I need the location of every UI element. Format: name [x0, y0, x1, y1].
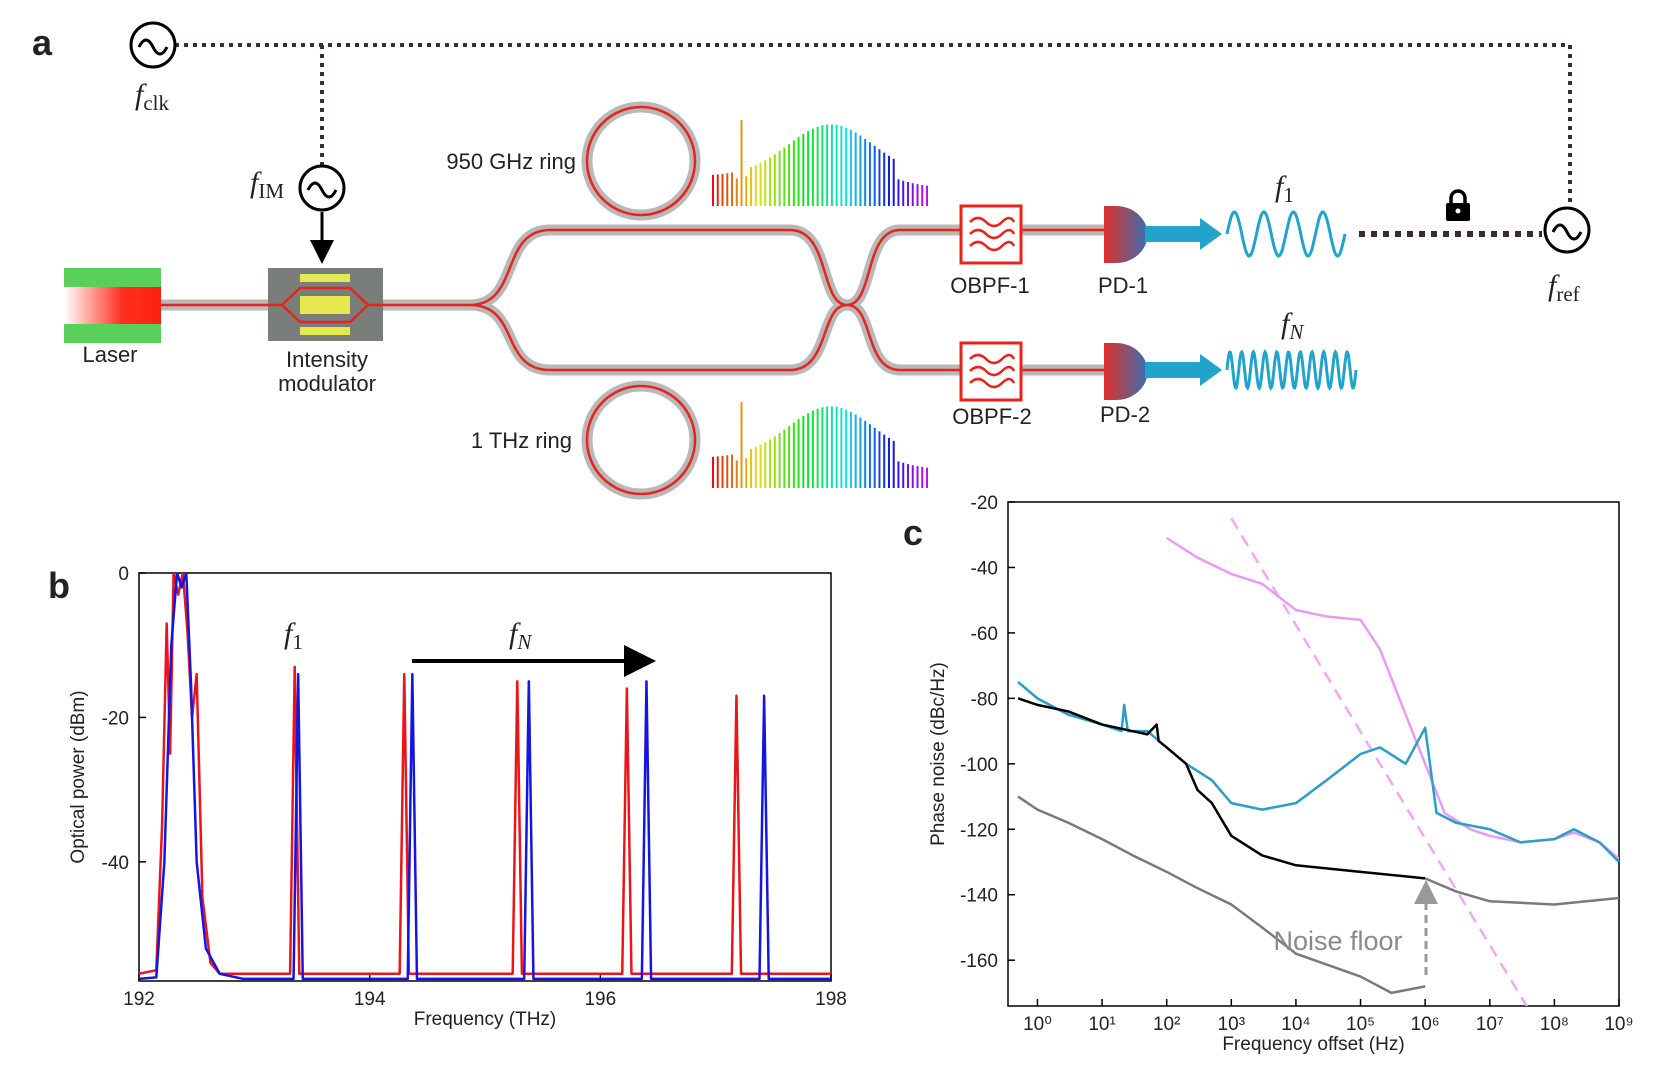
x-tick-label: 10⁷: [1476, 1014, 1504, 1035]
x-tick-label: 198: [815, 989, 847, 1010]
signal-arrow: [1145, 218, 1222, 250]
plot-area: [139, 573, 831, 981]
oscillator: [129, 21, 177, 69]
x-tick-label: 10⁸: [1540, 1014, 1569, 1035]
plot-frame: [138, 572, 832, 982]
annotation: f1: [284, 617, 303, 654]
panel-label: a: [32, 22, 53, 63]
x-tick-label: 10²: [1153, 1014, 1180, 1035]
electrode: [300, 327, 350, 335]
modulator-label: modulator: [278, 371, 376, 396]
oscillator: [298, 164, 346, 212]
y-axis-label: Optical power (dBm): [68, 690, 89, 863]
laser-label: Laser: [82, 342, 137, 367]
x-tick-label: 10³: [1218, 1014, 1245, 1035]
plot-frame: [1007, 501, 1620, 1007]
chart-c: 10⁰ 10¹ 10² 10³ 10⁴ 10⁵ 10⁶ 10⁷ 10⁸ 10⁹ -20 -40 -60 -…: [928, 493, 1634, 1055]
series-line: [139, 573, 831, 976]
comb-spectrum: [712, 120, 928, 206]
series-line: [1017, 795, 1619, 995]
mzi: [268, 286, 383, 324]
im-label: fIM: [250, 166, 284, 203]
x-tick-label: 196: [584, 989, 616, 1010]
y-tick-label: -20: [971, 493, 998, 514]
clock-label: fclk: [135, 78, 169, 115]
filter-label: OBPF-2: [952, 404, 1031, 429]
x-tick-label: 10¹: [1088, 1014, 1115, 1035]
photodiode: [1104, 206, 1148, 263]
x-tick-label: 10⁴: [1281, 1014, 1310, 1035]
clock-link: [175, 43, 1572, 208]
laser-gain: [64, 287, 161, 324]
x-tick-label: 10⁶: [1411, 1014, 1440, 1035]
y-tick-label: -120: [960, 820, 998, 841]
signal-label: fN: [1281, 307, 1304, 344]
series-line: [1166, 536, 1619, 860]
photodiode: [1104, 343, 1148, 400]
y-tick-label: -40: [102, 853, 129, 874]
series-line: [1230, 517, 1529, 1006]
detector-label: PD-1: [1098, 273, 1148, 298]
signal-arrow: [1145, 354, 1222, 386]
subscript: IM: [258, 179, 284, 203]
ring-label: 950 GHz ring: [446, 149, 576, 174]
y-tick-label: -100: [960, 755, 998, 776]
series-line: [139, 573, 831, 981]
y-axis-label: Phase noise (dBc/Hz): [928, 662, 949, 846]
x-tick-label: 192: [123, 989, 155, 1010]
filter-label: OBPF-1: [950, 273, 1029, 298]
electrode: [300, 296, 350, 314]
series-line: [1017, 681, 1619, 863]
oscillator: [1543, 206, 1591, 254]
waveguides: [155, 224, 1110, 376]
filter: [959, 204, 1023, 265]
modulator-label: Intensity: [286, 347, 368, 372]
electrode: [300, 274, 350, 282]
detector-label: PD-2: [1100, 402, 1150, 427]
y-tick-label: 0: [118, 564, 129, 585]
y-tick-label: -80: [971, 689, 998, 710]
rf-wave: [1225, 349, 1358, 391]
ring-label: 1 THz ring: [471, 428, 572, 453]
x-tick-label: 10⁵: [1346, 1014, 1375, 1035]
filter: [959, 341, 1023, 402]
y-tick-label: -160: [960, 951, 998, 972]
subscript: 1: [292, 630, 303, 654]
series-line: [1017, 697, 1426, 880]
x-axis-label: Frequency offset (Hz): [1222, 1034, 1404, 1055]
x-tick-label: 10⁰: [1023, 1014, 1052, 1035]
comb-spectrum: [712, 402, 928, 488]
x-tick-label: 10⁹: [1604, 1014, 1633, 1035]
y-tick-label: -140: [960, 886, 998, 907]
subscript: ref: [1556, 282, 1579, 306]
lock-icon: [1446, 189, 1470, 221]
subscript: N: [1288, 320, 1304, 344]
setup-diagram: a fclk fIM 950 GHz ring 1 THz ring Laser…: [32, 21, 1591, 500]
rf-wave: [1225, 210, 1347, 258]
x-axis-label: Frequency (THz): [414, 1009, 557, 1030]
subscript: 1: [1283, 183, 1294, 207]
reference-label: fref: [1548, 269, 1580, 306]
chart-b: 192 194 196 198 0 -20 -40 Frequency (THz) Optica…: [68, 564, 847, 1030]
annotation: Noise floor: [1273, 926, 1402, 956]
subscript: clk: [143, 91, 169, 115]
x-tick-label: 194: [354, 989, 386, 1010]
annotation: fN: [509, 617, 532, 654]
y-tick-label: -20: [102, 708, 129, 729]
y-tick-label: -60: [971, 624, 998, 645]
plot-area: [1017, 517, 1619, 1006]
y-tick-label: -40: [971, 558, 998, 579]
panel-label: b: [48, 565, 70, 606]
panel-label: c: [903, 512, 923, 553]
ring: [585, 384, 697, 496]
signal-label: f1: [1275, 170, 1294, 207]
subscript: N: [516, 630, 532, 654]
ring: [585, 105, 697, 217]
